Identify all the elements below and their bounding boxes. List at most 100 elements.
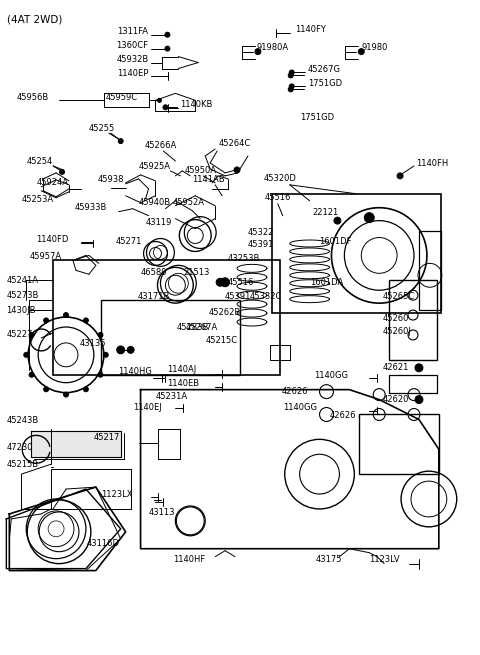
Circle shape [415, 364, 423, 372]
Circle shape [63, 392, 69, 397]
Text: 1140HG: 1140HG [118, 367, 152, 376]
Text: 45264C: 45264C [218, 139, 251, 147]
Circle shape [221, 278, 229, 287]
Text: 1751GD: 1751GD [300, 113, 334, 122]
Text: (4AT 2WD): (4AT 2WD) [7, 15, 63, 25]
Text: 1123LX: 1123LX [101, 489, 132, 498]
Text: 45254: 45254 [26, 157, 52, 166]
Text: 1140GG: 1140GG [314, 371, 348, 380]
Text: 47230: 47230 [6, 443, 33, 452]
Text: 1140EB: 1140EB [168, 379, 200, 388]
Circle shape [165, 46, 170, 51]
Circle shape [24, 352, 29, 358]
Text: 1601DA: 1601DA [310, 278, 343, 287]
Text: 45271: 45271 [116, 237, 142, 246]
Circle shape [165, 32, 170, 37]
Circle shape [29, 372, 34, 377]
Text: 91980A: 91980A [257, 43, 289, 52]
Circle shape [127, 346, 134, 353]
Circle shape [334, 217, 341, 224]
Text: 1311FA: 1311FA [118, 28, 148, 36]
Text: 45255: 45255 [89, 124, 115, 133]
Text: 1751GD: 1751GD [308, 79, 342, 88]
Text: 45217: 45217 [94, 433, 120, 442]
Text: 45925A: 45925A [139, 162, 170, 172]
Text: 45283B: 45283B [176, 322, 209, 331]
Text: 1140FY: 1140FY [295, 26, 325, 34]
Bar [272, 194, 441, 313]
Text: 45516: 45516 [228, 278, 254, 287]
Text: 45273B: 45273B [6, 291, 39, 300]
Text: 1140AJ: 1140AJ [168, 365, 197, 374]
Circle shape [288, 87, 293, 92]
Circle shape [29, 333, 34, 337]
Text: 1140GG: 1140GG [283, 403, 317, 412]
Circle shape [289, 84, 294, 89]
Circle shape [358, 48, 364, 54]
Text: 45950A: 45950A [184, 166, 216, 176]
Text: 1140HF: 1140HF [173, 555, 205, 564]
Text: 46580: 46580 [141, 268, 167, 277]
Text: 1430JB: 1430JB [6, 306, 36, 314]
Text: 45267A: 45267A [185, 322, 217, 331]
Circle shape [157, 98, 161, 102]
Text: 43175: 43175 [315, 555, 342, 564]
Text: 1140EP: 1140EP [117, 69, 148, 78]
Text: 42626: 42626 [282, 387, 308, 396]
Text: 45265C: 45265C [382, 291, 414, 301]
Text: 43113: 43113 [148, 508, 175, 517]
Polygon shape [31, 432, 120, 457]
Text: 1141AB: 1141AB [192, 176, 225, 184]
Circle shape [84, 318, 88, 323]
Circle shape [98, 372, 103, 377]
Circle shape [364, 213, 374, 223]
Text: 1123LV: 1123LV [369, 555, 400, 564]
Bar [53, 261, 280, 375]
Text: 45231A: 45231A [156, 392, 188, 401]
Text: 43116D: 43116D [87, 539, 120, 548]
Text: 45215C: 45215C [205, 337, 237, 345]
Text: 1140FD: 1140FD [36, 235, 69, 244]
Circle shape [288, 73, 293, 78]
Text: 45391: 45391 [225, 291, 252, 301]
Bar [419, 231, 441, 310]
Circle shape [98, 333, 103, 337]
Text: 1140EJ: 1140EJ [132, 403, 161, 412]
Circle shape [60, 170, 64, 174]
Text: 1360CF: 1360CF [117, 41, 148, 50]
Text: 45260J: 45260J [382, 328, 411, 337]
Text: 1140KB: 1140KB [180, 100, 213, 109]
Text: 45267G: 45267G [308, 65, 341, 74]
Circle shape [216, 278, 224, 286]
Text: 45227: 45227 [6, 331, 33, 339]
Text: 45253A: 45253A [21, 195, 53, 204]
Circle shape [397, 173, 403, 179]
Bar [389, 375, 437, 392]
Text: 45320D: 45320D [264, 174, 297, 183]
Text: 43171B: 43171B [138, 291, 170, 301]
Text: 91980: 91980 [361, 43, 388, 52]
Text: 1140FH: 1140FH [416, 159, 448, 168]
Bar [101, 300, 240, 375]
Text: 45516: 45516 [265, 193, 291, 202]
Text: 45938: 45938 [98, 176, 124, 184]
Text: 43135: 43135 [80, 339, 107, 348]
Text: 43119: 43119 [145, 218, 172, 227]
Text: 45952A: 45952A [172, 198, 204, 207]
Text: 45266A: 45266A [144, 141, 177, 149]
Circle shape [44, 318, 48, 323]
Text: 45932B: 45932B [116, 55, 148, 64]
Text: 42621: 42621 [382, 364, 408, 372]
Text: 45243B: 45243B [6, 416, 38, 425]
Circle shape [289, 70, 294, 75]
Circle shape [44, 387, 48, 392]
Text: 45924A: 45924A [36, 178, 68, 187]
Circle shape [415, 396, 423, 403]
Bar [360, 415, 439, 474]
Circle shape [117, 346, 125, 354]
Text: 45262B: 45262B [208, 308, 240, 316]
Text: 42626: 42626 [329, 411, 356, 420]
Text: 42620: 42620 [382, 395, 408, 404]
Circle shape [234, 167, 240, 173]
Text: 45959C: 45959C [106, 93, 138, 102]
